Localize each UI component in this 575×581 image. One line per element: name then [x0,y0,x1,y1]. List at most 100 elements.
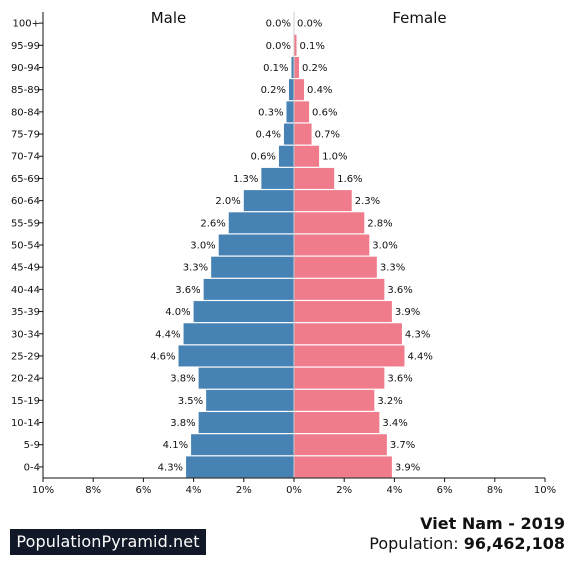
x-tick-label-6: 2% [336,485,352,496]
y-tick-label-50-54: 50-54 [11,241,40,252]
male-bar-25-29 [178,345,294,367]
y-tick-label-100+: 100+ [13,19,40,30]
y-tick-label-20-24: 20-24 [11,374,40,385]
y-tick-label-85-89: 85-89 [11,85,40,96]
brand-logo[interactable]: PopulationPyramid.net [10,529,206,555]
male-value-label-60-64: 2.0% [215,196,240,207]
female-value-label-35-39: 3.9% [395,307,420,318]
female-bar-15-19 [294,389,375,411]
female-bar-95-99 [294,34,297,56]
x-tick-label-0: 10% [32,485,54,496]
female-bar-70-74 [294,145,320,167]
female-bar-50-54 [294,234,370,256]
male-bar-35-39 [193,301,294,323]
male-value-label-90-94: 0.1% [263,63,288,74]
female-value-label-0-4: 3.9% [395,462,420,473]
female-value-label-55-59: 2.8% [367,218,392,229]
y-tick-label-40-44: 40-44 [11,285,40,296]
male-bar-75-79 [283,123,294,145]
female-value-label-100+: 0.0% [297,19,322,30]
population-pyramid-chart: 4.3% 3.9% 0-4 4.1% 3.7% 5-9 3.8% 3.4% 10-14 3.5% 3… [11,9,556,496]
male-bar-30-34 [183,323,294,345]
male-value-label-10-14: 3.8% [170,418,195,429]
male-value-label-95-99: 0.0% [266,41,291,52]
male-bar-10-14 [198,412,294,434]
male-value-label-20-24: 3.8% [170,374,195,385]
y-tick-label-5-9: 5-9 [24,440,40,451]
female-bar-0-4 [294,456,392,478]
female-value-label-60-64: 2.3% [355,196,380,207]
y-tick-label-95-99: 95-99 [11,41,40,52]
female-bar-5-9 [294,434,387,456]
male-bar-50-54 [218,234,294,256]
female-value-label-95-99: 0.1% [300,41,325,52]
male-bar-0-4 [186,456,294,478]
female-bar-80-84 [294,101,310,123]
male-bar-5-9 [191,434,294,456]
y-tick-label-25-29: 25-29 [11,351,40,362]
male-value-label-50-54: 3.0% [190,241,215,252]
x-tick-label-4: 2% [236,485,252,496]
y-tick-label-60-64: 60-64 [11,196,40,207]
y-tick-label-65-69: 65-69 [11,174,40,185]
female-value-label-90-94: 0.2% [302,63,327,74]
male-value-label-70-74: 0.6% [251,152,276,163]
population-total: Population: 96,462,108 [369,534,565,553]
female-bar-10-14 [294,412,380,434]
male-value-label-45-49: 3.3% [183,263,208,274]
female-bar-90-94 [294,56,300,78]
x-tick-label-3: 4% [186,485,202,496]
male-value-label-65-69: 1.3% [233,174,258,185]
female-value-label-20-24: 3.6% [387,374,412,385]
y-tick-label-35-39: 35-39 [11,307,40,318]
x-tick-label-8: 6% [437,485,453,496]
x-tick-label-10: 10% [534,485,556,496]
male-bar-15-19 [206,389,294,411]
female-value-label-5-9: 3.7% [390,440,415,451]
x-tick-label-9: 8% [487,485,503,496]
x-tick-label-1: 8% [85,485,101,496]
male-bar-55-59 [228,212,294,234]
legend-male: Male [151,9,187,27]
female-bar-60-64 [294,190,352,212]
male-value-label-25-29: 4.6% [150,351,175,362]
female-value-label-80-84: 0.6% [312,107,337,118]
y-tick-label-90-94: 90-94 [11,63,40,74]
male-value-label-5-9: 4.1% [163,440,188,451]
female-value-label-75-79: 0.7% [315,130,340,141]
y-tick-label-10-14: 10-14 [11,418,40,429]
female-value-label-10-14: 3.4% [382,418,407,429]
population-label: Population: [369,534,459,553]
male-bar-90-94 [291,56,294,78]
male-value-label-80-84: 0.3% [258,107,283,118]
female-bar-85-89 [294,79,305,101]
female-bar-30-34 [294,323,402,345]
y-tick-label-70-74: 70-74 [11,152,40,163]
population-value: 96,462,108 [463,534,565,553]
male-value-label-0-4: 4.3% [158,462,183,473]
female-bar-75-79 [294,123,312,145]
female-bar-45-49 [294,256,377,278]
male-value-label-40-44: 3.6% [175,285,200,296]
female-bar-40-44 [294,278,385,300]
female-value-label-40-44: 3.6% [387,285,412,296]
y-tick-label-0-4: 0-4 [24,462,40,473]
country-year-title: Viet Nam - 2019 [420,514,565,533]
male-value-label-15-19: 3.5% [178,396,203,407]
female-value-label-50-54: 3.0% [372,241,397,252]
female-value-label-15-19: 3.2% [377,396,402,407]
y-tick-label-45-49: 45-49 [11,263,40,274]
female-value-label-85-89: 0.4% [307,85,332,96]
female-bar-35-39 [294,301,392,323]
y-tick-label-55-59: 55-59 [11,218,40,229]
y-tick-label-75-79: 75-79 [11,130,40,141]
female-value-label-65-69: 1.6% [337,174,362,185]
male-value-label-100+: 0.0% [266,19,291,30]
x-tick-label-2: 6% [135,485,151,496]
female-bar-25-29 [294,345,405,367]
y-tick-label-80-84: 80-84 [11,107,40,118]
x-tick-label-7: 4% [386,485,402,496]
x-tick-label-5: 0% [286,485,302,496]
male-bar-65-69 [261,167,294,189]
legend-female: Female [392,9,446,27]
